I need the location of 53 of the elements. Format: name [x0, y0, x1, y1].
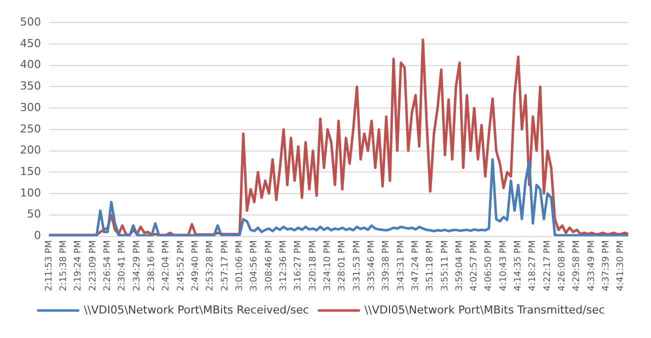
y-tick-label: 200	[20, 144, 41, 157]
x-tick-label: 4:41:30 PM	[616, 240, 626, 291]
x-tick-label: 3:51:18 PM	[426, 240, 436, 291]
x-tick-label: 3:12:36 PM	[278, 240, 289, 291]
y-tick-label: 100	[20, 186, 41, 200]
x-tick-label: 2:53:28 PM	[206, 240, 216, 291]
x-tick-label: 2:15:38 PM	[59, 240, 70, 291]
x-tick-label: 3:35:46 PM	[366, 240, 377, 291]
x-tick-label: 3:16:27 PM	[294, 240, 304, 291]
x-tick-label: 4:10:43 PM	[498, 240, 509, 291]
x-tick-label: 4:06:50 PM	[484, 240, 494, 291]
x-tick-label: 2:45:52 PM	[176, 240, 186, 291]
x-tick-label: 2:19:24 PM	[74, 240, 84, 291]
x-tick-label: 2:57:17 PM	[220, 240, 230, 291]
legend-label: \\VDI05\Network Port\MBits Received/sec	[84, 303, 309, 316]
y-tick-label: 300	[20, 100, 41, 114]
y-tick-label: 450	[20, 36, 41, 50]
x-tick-label: 3:08:46 PM	[264, 240, 274, 291]
x-tick-label: 2:23:09 PM	[88, 240, 98, 291]
x-tick-label: 4:02:57 PM	[470, 240, 480, 291]
x-tick-label: 3:55:11 PM	[440, 240, 450, 291]
x-tick-label: 3:39:38 PM	[382, 240, 392, 291]
x-tick-label: 2:42:04 PM	[162, 240, 172, 291]
y-tick-label: 50	[26, 208, 41, 221]
x-tick-label: 3:59:04 PM	[454, 240, 465, 291]
y-tick-label: 150	[20, 165, 41, 178]
x-tick-label: 4:18:27 PM	[528, 240, 538, 291]
x-tick-label: 2:26:54 PM	[102, 240, 113, 291]
x-tick-label: 3:04:56 PM	[250, 240, 260, 291]
x-tick-label: 2:30:41 PM	[118, 240, 128, 291]
x-tick-label: 4:29:58 PM	[572, 240, 582, 291]
y-tick-label: 500	[20, 15, 41, 28]
legend-label: \\VDI05\Network Port\MBits Transmitted/sec	[364, 303, 605, 316]
x-tick-label: 3:43:31 PM	[396, 240, 406, 291]
x-tick-label: 4:14:35 PM	[514, 240, 524, 291]
x-tick-label: 2:11:53 PM	[44, 240, 54, 291]
x-tick-label: 3:47:24 PM	[410, 240, 421, 291]
x-tick-label: 2:38:16 PM	[146, 240, 157, 291]
y-tick-label: 250	[20, 122, 41, 136]
y-tick-label: 0	[34, 229, 41, 242]
x-tick-label: 4:33:49 PM	[586, 240, 597, 291]
x-tick-label: 3:20:18 PM	[308, 240, 318, 291]
x-tick-label: 4:37:39 PM	[602, 240, 612, 291]
x-tick-label: 3:01:06 PM	[234, 240, 245, 291]
y-tick-label: 400	[20, 58, 41, 72]
x-tick-label: 4:26:08 PM	[558, 240, 568, 291]
x-tick-label: 2:34:29 PM	[132, 240, 142, 291]
x-tick-label: 3:24:10 PM	[322, 240, 333, 291]
x-tick-label: 3:28:01 PM	[338, 240, 348, 291]
y-tick-label: 350	[20, 80, 41, 93]
x-tick-label: 4:22:17 PM	[542, 240, 553, 291]
x-tick-label: 3:31:53 PM	[352, 240, 362, 291]
x-tick-label: 2:49:40 PM	[190, 240, 201, 291]
